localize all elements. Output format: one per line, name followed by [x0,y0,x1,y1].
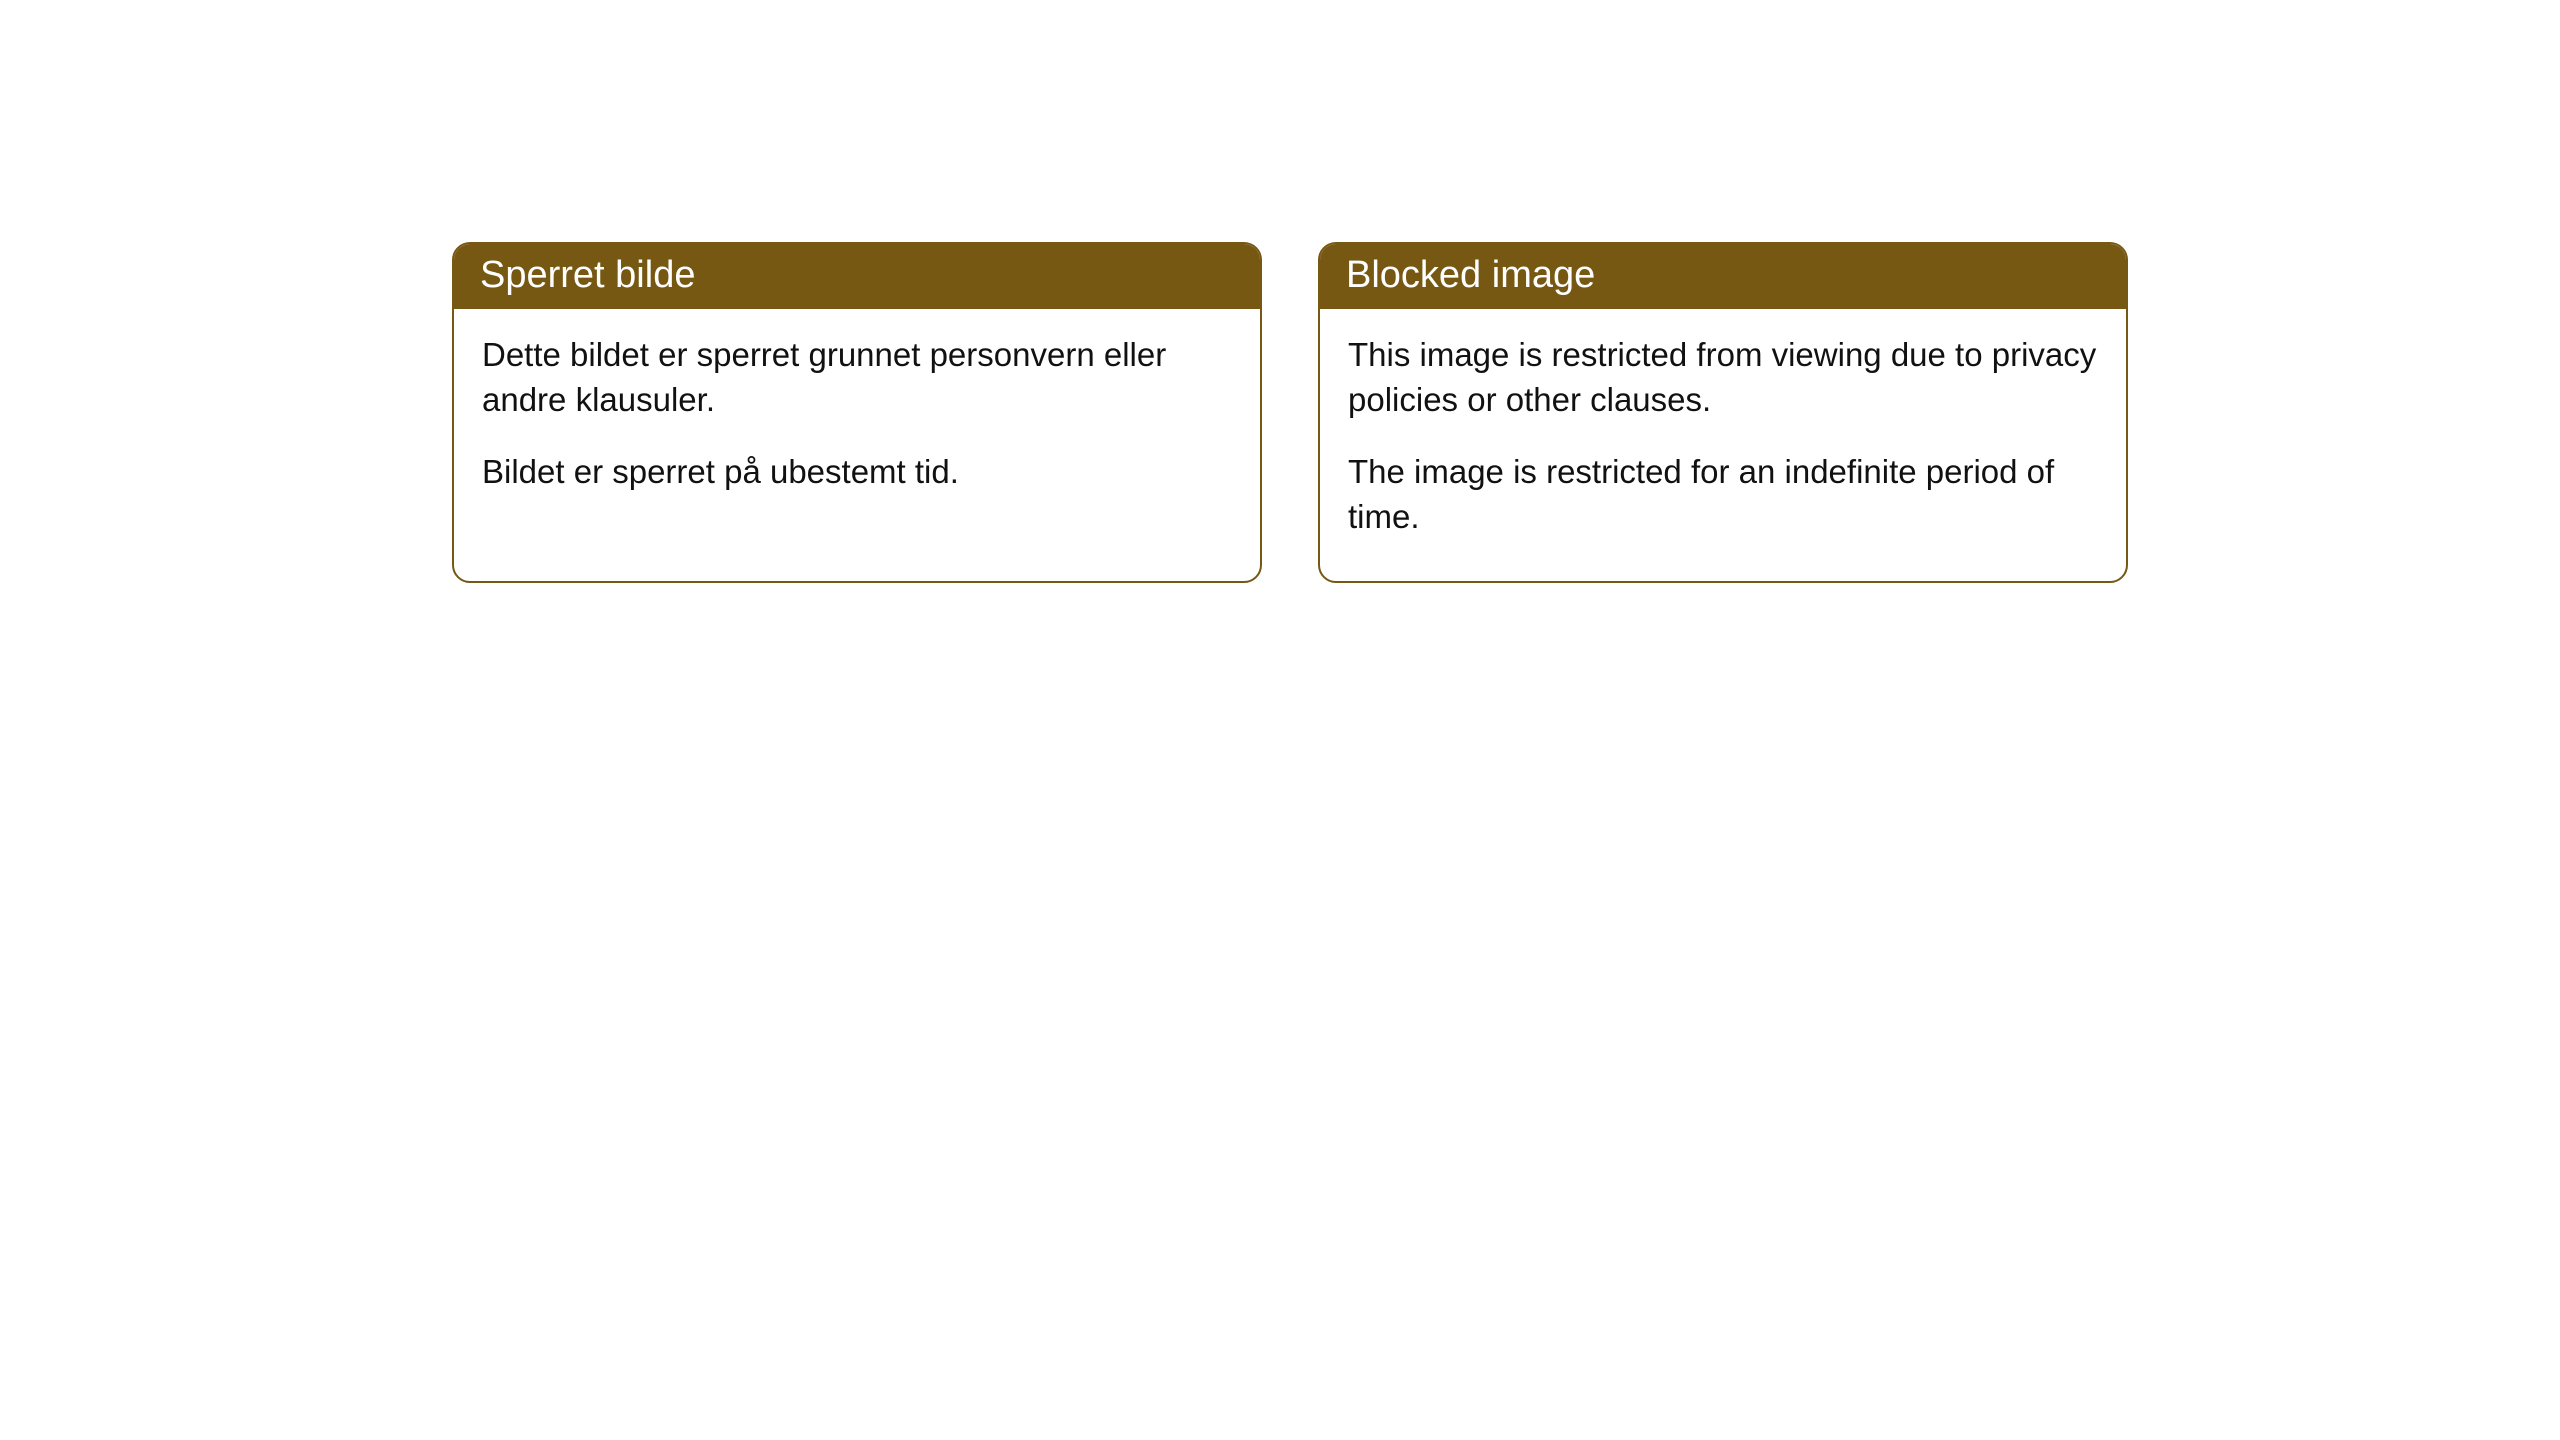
notice-card-english: Blocked image This image is restricted f… [1318,242,2128,583]
card-body: This image is restricted from viewing du… [1320,309,2126,581]
card-header: Sperret bilde [454,244,1260,309]
card-paragraph: This image is restricted from viewing du… [1348,333,2098,422]
card-paragraph: Dette bildet er sperret grunnet personve… [482,333,1232,422]
card-paragraph: Bildet er sperret på ubestemt tid. [482,450,1232,495]
notice-cards-container: Sperret bilde Dette bildet er sperret gr… [452,242,2128,583]
notice-card-norwegian: Sperret bilde Dette bildet er sperret gr… [452,242,1262,583]
card-header: Blocked image [1320,244,2126,309]
card-paragraph: The image is restricted for an indefinit… [1348,450,2098,539]
card-body: Dette bildet er sperret grunnet personve… [454,309,1260,537]
